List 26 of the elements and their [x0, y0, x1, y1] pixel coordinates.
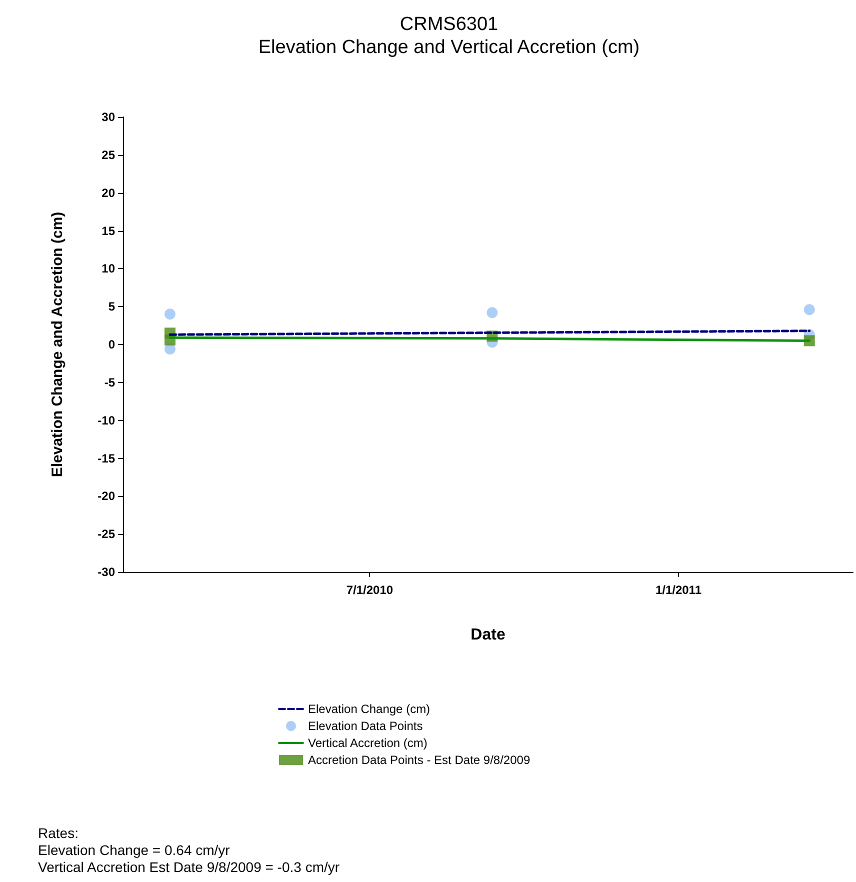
y-axis-title: Elevation Change and Accretion (cm) — [49, 212, 66, 478]
x-tick-label: 7/1/2010 — [346, 583, 394, 597]
chart-subtitle: Elevation Change and Vertical Accretion (cm) — [258, 37, 640, 58]
y-tick-label: -20 — [98, 489, 116, 504]
y-tick-label: -25 — [98, 527, 116, 542]
legend-label: Vertical Accretion (cm) — [308, 736, 428, 750]
y-tick-label: -5 — [104, 375, 116, 390]
text: Vertical Accretion Est Date 9/8/2009 = -0.3 cm/yr — [38, 859, 340, 875]
y-tick-label: -30 — [98, 565, 116, 579]
y-tick-label: -10 — [98, 413, 116, 428]
chart-title: CRMS6301 — [400, 14, 498, 35]
x-axis-title: Date — [470, 626, 506, 644]
y-tick-label: 25 — [102, 148, 116, 162]
y-tick-label: -15 — [98, 451, 116, 466]
text: Elevation Change = 0.64 cm/yr — [38, 842, 230, 858]
x-tick-label: 1/1/2011 — [655, 583, 702, 597]
y-tick-label: 0 — [108, 338, 116, 352]
y-tick-label: 5 — [108, 300, 116, 314]
legend-label: Elevation Data Points — [308, 719, 423, 733]
y-tick-label: 30 — [102, 110, 116, 124]
y-tick-label: 15 — [102, 224, 116, 238]
y-tick-label: 20 — [102, 186, 116, 200]
legend-label: Accretion Data Points - Est Date 9/8/2009 — [308, 753, 530, 767]
legend-label: Elevation Change (cm) — [308, 702, 430, 716]
y-tick-label: 10 — [102, 262, 116, 276]
text: Rates: — [38, 825, 78, 841]
